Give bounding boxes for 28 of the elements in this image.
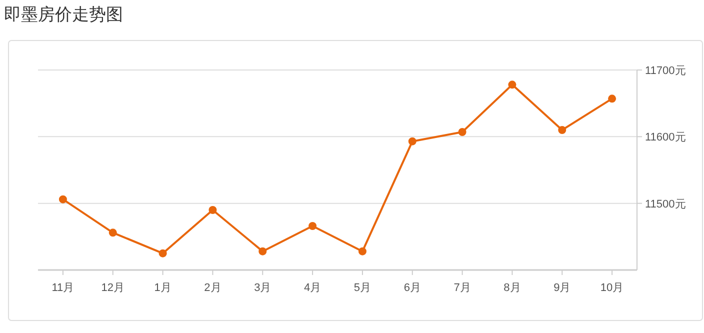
- x-tick-label: 1月: [154, 282, 172, 294]
- point: [58, 195, 67, 204]
- y-tick-label: 11600元: [645, 132, 686, 144]
- point: [458, 128, 466, 136]
- chart-title: 即墨房价走势图: [4, 5, 123, 24]
- x-tick-label: 6月: [404, 282, 421, 294]
- point: [308, 222, 317, 230]
- point: [608, 94, 616, 103]
- x-tick-label: 11月: [52, 282, 74, 294]
- x-tick-label: 9月: [554, 282, 571, 294]
- point: [158, 249, 167, 258]
- point: [208, 206, 217, 214]
- x-tick-label: 5月: [354, 282, 372, 294]
- x-tick-label: 2月: [204, 282, 222, 294]
- x-tick-label: 10月: [600, 282, 624, 294]
- point: [258, 247, 267, 256]
- x-tick-label: 7月: [454, 282, 471, 294]
- point: [108, 228, 117, 237]
- y-tick-label: 11700元: [645, 65, 686, 77]
- point: [408, 137, 416, 146]
- x-tick-label: 4月: [304, 282, 322, 294]
- x-tick-label: 8月: [504, 282, 521, 294]
- point: [558, 126, 566, 134]
- point: [508, 80, 516, 89]
- x-tick-label: 3月: [254, 282, 272, 294]
- point: [358, 247, 366, 256]
- x-tick-label: 12月: [101, 282, 124, 294]
- y-tick-label: 11500元: [645, 198, 686, 210]
